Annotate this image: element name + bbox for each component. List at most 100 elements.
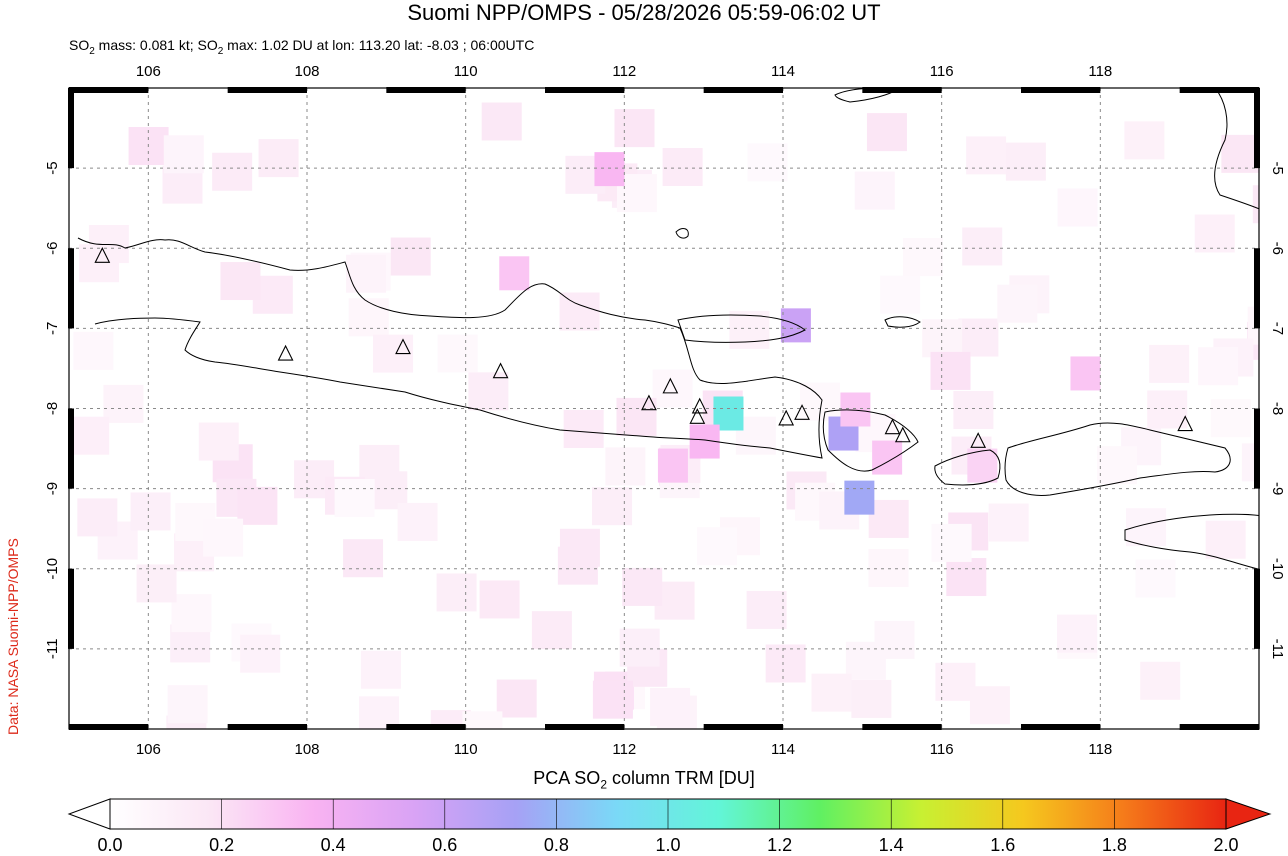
- background-so2-pixel: [1205, 520, 1246, 559]
- background-so2-pixel: [163, 135, 204, 174]
- background-so2-pixel: [1149, 344, 1190, 383]
- frame-bar-left: [68, 408, 74, 489]
- coastline-layer: [77, 88, 1259, 570]
- frame-bar-left: [68, 88, 74, 169]
- coastline-lombok: [934, 449, 1001, 486]
- volcano-marker: [884, 418, 901, 435]
- background-so2-pixel: [1126, 508, 1167, 547]
- colorbar-title-prefix: PCA SO: [533, 768, 601, 788]
- colorbar-tick-label: 1.2: [767, 835, 793, 855]
- background-so2-pixel: [922, 319, 963, 358]
- background-so2-pixel: [1140, 661, 1181, 700]
- background-so2-pixel: [930, 351, 971, 390]
- background-so2-pixel: [868, 548, 909, 587]
- background-so2-pixel: [73, 331, 114, 370]
- background-so2-pixel: [397, 502, 438, 541]
- frame-bar-top: [703, 87, 783, 93]
- background-so2-pixel: [652, 369, 693, 408]
- axis-labels: 106 106 108 108 110 110 112 112 114 114 116 116 118 1…: [44, 63, 1286, 758]
- coastline-borneo-south: [834, 88, 901, 103]
- longitude-label-top: 112: [612, 63, 636, 80]
- background-so2-pixel: [931, 523, 972, 562]
- frame-bar-right: [1254, 408, 1260, 489]
- volcano-marker: [395, 338, 411, 355]
- background-so2-pixel: [1135, 559, 1176, 598]
- background-so2-pixel: [811, 673, 852, 712]
- background-so2-pixel: [969, 686, 1010, 725]
- background-so2-pixel: [212, 152, 253, 191]
- frame-bar-bottom: [862, 724, 942, 730]
- background-so2-pixel: [406, 728, 447, 729]
- background-so2-pixel: [136, 564, 177, 603]
- coastline-bali: [822, 409, 919, 472]
- latitude-label-left: -11: [44, 639, 61, 660]
- longitude-label-bottom: 106: [136, 741, 161, 758]
- background-so2-pixel: [997, 284, 1038, 323]
- background-so2-pixel: [868, 499, 909, 538]
- latitude-label-left: -10: [44, 558, 61, 580]
- volcano-marker: [794, 404, 810, 420]
- coastline-madura: [677, 314, 806, 343]
- volcano-marker: [94, 247, 111, 263]
- background-so2-pixel: [966, 136, 1007, 175]
- so2-summary: SO2 mass: 0.081 kt; SO2 max: 1.02 DU at …: [69, 36, 534, 61]
- volcano-marker: [492, 362, 509, 379]
- latitude-label-right: -8: [1269, 402, 1286, 415]
- so2-pixel: [499, 256, 530, 291]
- volcano-layer: [94, 247, 1194, 448]
- background-so2-pixel: [1198, 347, 1239, 386]
- so2-pixel-layer: [69, 102, 1259, 729]
- colorbar-tick-label: 1.0: [655, 835, 681, 855]
- colorbar-tick-label: 0.0: [97, 835, 123, 855]
- max-text: max: 1.02 DU at lon: 113.20 lat: -8.03 ;…: [223, 37, 535, 53]
- background-so2-pixel: [462, 711, 503, 729]
- frame-bar-top: [69, 87, 149, 93]
- background-so2-pixel: [69, 416, 110, 455]
- background-so2-pixel: [592, 487, 633, 526]
- volcano-marker: [641, 394, 657, 411]
- frame-bar-bottom: [545, 724, 625, 730]
- frame-bar-top: [386, 87, 466, 93]
- coastline-sumbawa: [1004, 422, 1231, 496]
- volcano-marker: [894, 426, 911, 443]
- colorbar-tick-label: 2.0: [1213, 835, 1239, 855]
- background-so2-pixel: [962, 227, 1003, 266]
- coastline-bawean: [675, 228, 689, 239]
- background-so2-pixel: [605, 447, 646, 486]
- background-so2-pixel: [481, 102, 522, 141]
- background-so2-pixel: [77, 498, 118, 537]
- latitude-label-right: -10: [1269, 558, 1286, 580]
- background-so2-pixel: [746, 590, 787, 629]
- frame-bar-right: [1254, 248, 1260, 329]
- colorbar-tick-label: 1.8: [1101, 835, 1127, 855]
- background-so2-pixel: [130, 492, 171, 531]
- background-so2-pixel: [1221, 134, 1259, 173]
- latitude-label-left: -6: [44, 242, 61, 255]
- longitude-label-bottom: 114: [771, 741, 795, 758]
- background-so2-pixel: [946, 558, 987, 597]
- frame-bar-bottom: [69, 724, 149, 730]
- background-so2-pixel: [1057, 188, 1098, 227]
- background-so2-pixel: [334, 478, 375, 517]
- background-so2-pixel: [563, 410, 604, 449]
- background-so2-pixel: [622, 567, 663, 606]
- frame-bar-top: [862, 87, 942, 93]
- frame-bar-top: [1021, 87, 1101, 93]
- latitude-label-left: -7: [44, 322, 61, 335]
- max-subscript: 2: [217, 45, 224, 57]
- frame-bar-bottom: [1179, 724, 1259, 730]
- background-so2-pixel: [854, 171, 895, 210]
- background-so2-pixel: [1252, 185, 1259, 224]
- colorbar-tick-label: 0.8: [543, 835, 569, 855]
- background-so2-pixel: [1124, 121, 1165, 160]
- background-so2-pixel: [237, 486, 278, 525]
- so2-pixel: [967, 448, 998, 483]
- latitude-label-left: -8: [44, 402, 61, 415]
- background-so2-pixel: [1241, 443, 1259, 482]
- volcano-marker: [689, 408, 706, 424]
- colorbar-tick-label: 0.6: [432, 835, 458, 855]
- background-so2-pixel: [220, 262, 261, 301]
- background-so2-pixel: [1005, 142, 1046, 181]
- longitude-label-top: 116: [930, 63, 954, 80]
- coastline-java: [77, 237, 823, 459]
